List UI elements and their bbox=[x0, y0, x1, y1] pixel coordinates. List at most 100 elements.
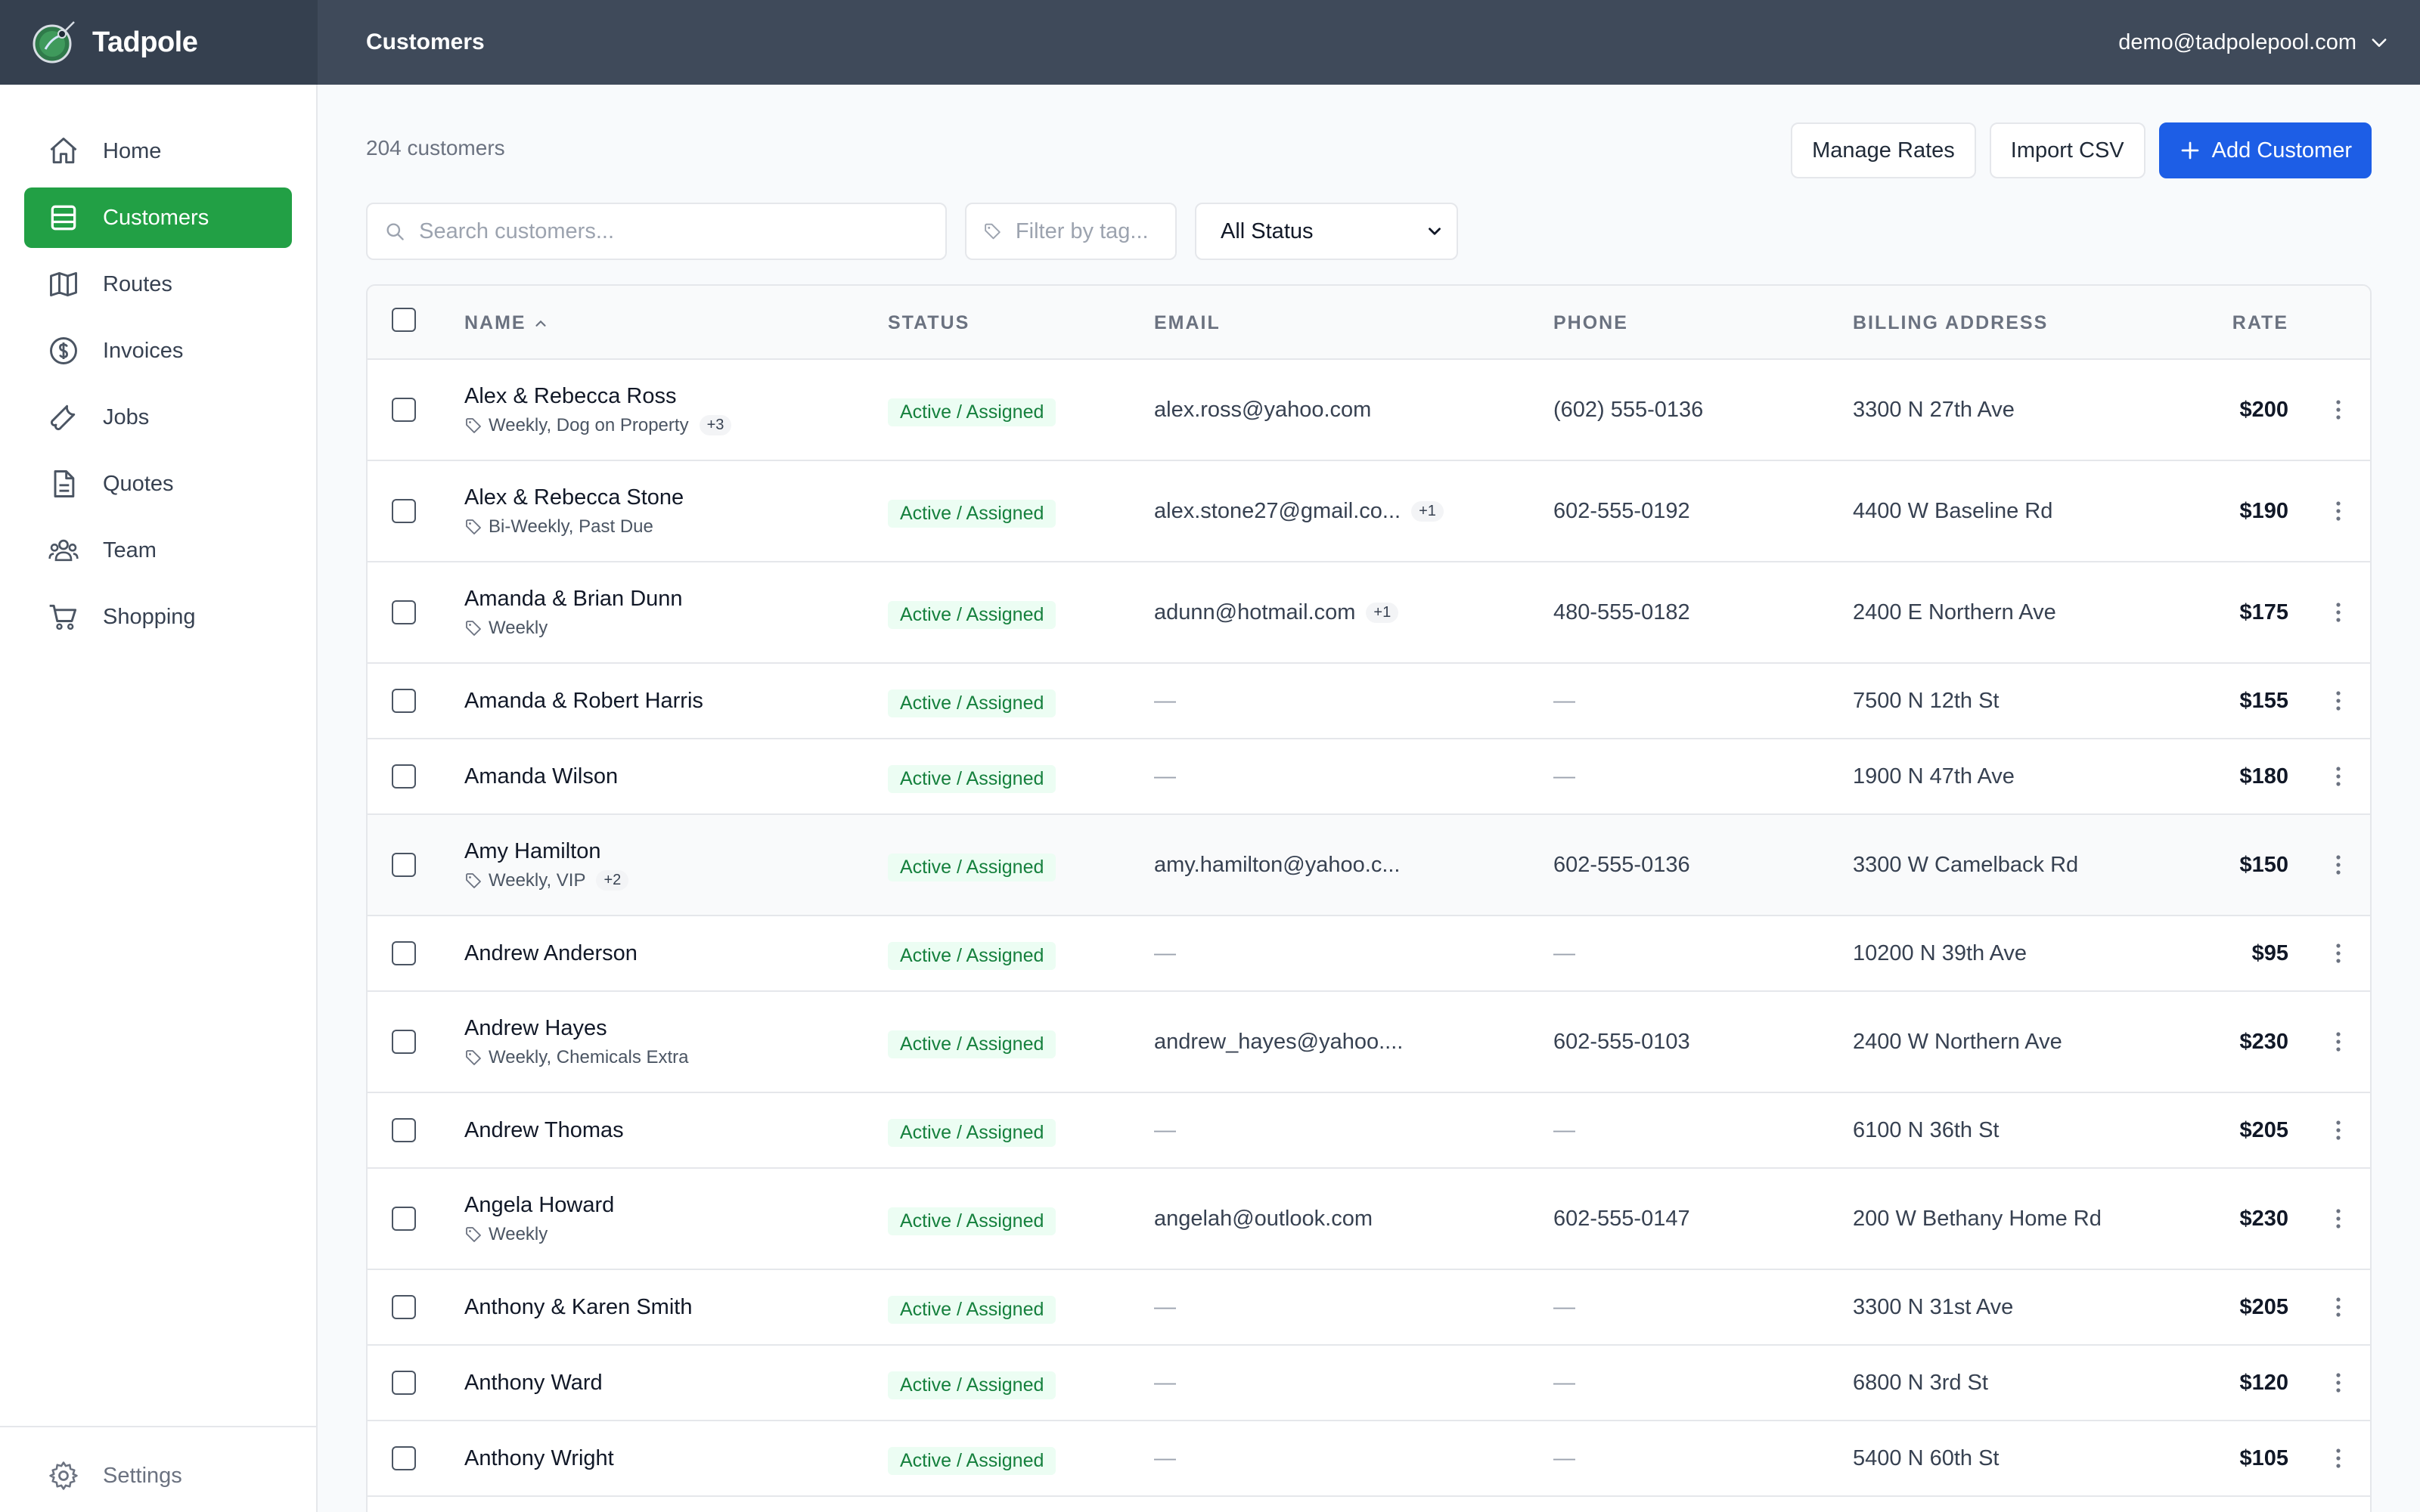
customer-name[interactable]: Angela Howard bbox=[464, 1192, 615, 1217]
status-cell: Active / Assigned bbox=[888, 562, 1056, 662]
rate-cell: $230 bbox=[2239, 1029, 2288, 1054]
customer-name[interactable]: Alex & Rebecca Stone bbox=[464, 485, 684, 510]
row-menu-button[interactable] bbox=[2329, 992, 2347, 1092]
customer-name[interactable]: Amy Hamilton bbox=[464, 838, 601, 863]
row-checkbox[interactable] bbox=[392, 1295, 416, 1319]
customer-name[interactable]: Andrew Hayes bbox=[464, 1015, 607, 1040]
row-menu-button[interactable] bbox=[2329, 1169, 2347, 1269]
table-row[interactable]: Amanda & Brian Dunn Weekly Active / Assign… bbox=[368, 562, 2370, 664]
row-menu-button[interactable] bbox=[2329, 1093, 2347, 1167]
row-checkbox[interactable] bbox=[392, 1207, 416, 1231]
manage-rates-button[interactable]: Manage Rates bbox=[1791, 122, 1976, 178]
address-cell: 200 W Bethany Home Rd bbox=[1853, 1206, 2102, 1231]
address-column-header[interactable]: BILLING ADDRESS bbox=[1853, 312, 2049, 333]
row-checkbox[interactable] bbox=[392, 1030, 416, 1054]
select-all-checkbox[interactable] bbox=[392, 308, 416, 332]
email-cell: amy.hamilton@yahoo.c... bbox=[1154, 815, 1401, 915]
row-menu-button[interactable] bbox=[2329, 1270, 2347, 1344]
customer-name[interactable]: Anthony & Karen Smith bbox=[464, 1294, 693, 1319]
name-column-header[interactable]: NAME bbox=[464, 286, 549, 360]
table-row[interactable]: Anthony & Karen Smith Active / Assigned — —… bbox=[368, 1270, 2370, 1346]
brand[interactable]: Tadpole bbox=[0, 0, 318, 85]
name-cell: Amy Hamilton Weekly, VIP +2 bbox=[464, 815, 629, 915]
tag-filter-field[interactable] bbox=[965, 203, 1177, 260]
row-checkbox[interactable] bbox=[392, 1118, 416, 1142]
email-cell: angelah@outlook.com bbox=[1154, 1169, 1373, 1269]
sidebar-item-shopping[interactable]: Shopping bbox=[24, 587, 292, 647]
table-row[interactable]: Alex & Rebecca Ross Weekly, Dog on Proper… bbox=[368, 360, 2370, 461]
table-row[interactable]: Angela Howard Weekly Active / Assigned ange… bbox=[368, 1169, 2370, 1270]
tag-icon bbox=[466, 417, 481, 433]
email-column-header[interactable]: EMAIL bbox=[1154, 312, 1221, 333]
phone-cell: 480-555-0182 bbox=[1553, 600, 1690, 624]
table-row[interactable]: Anthony Wright Active / Assigned — — 5400 N … bbox=[368, 1421, 2370, 1497]
table-row[interactable]: Amy Hamilton Weekly, VIP +2 Active / Assign… bbox=[368, 815, 2370, 916]
customer-name[interactable]: Anthony Ward bbox=[464, 1370, 603, 1395]
table-row[interactable]: Amanda & Robert Harris Active / Assigned —… bbox=[368, 664, 2370, 739]
status-cell: Active / Assigned bbox=[888, 1270, 1056, 1344]
table-row[interactable]: Andrew Thomas Active / Assigned — — 6100 N 3… bbox=[368, 1093, 2370, 1169]
table-row[interactable]: Amanda Wilson Active / Assigned — — 1900 N 4… bbox=[368, 739, 2370, 815]
name-cell: Amanda Wilson bbox=[464, 739, 618, 813]
address-cell: 5400 N 60th St bbox=[1853, 1445, 2000, 1470]
tag-icon bbox=[466, 1226, 481, 1242]
table-row[interactable]: Andrew Hayes Weekly, Chemicals Extra Activ… bbox=[368, 992, 2370, 1093]
customer-name[interactable]: Amanda & Robert Harris bbox=[464, 688, 703, 713]
phone-column-header[interactable]: PHONE bbox=[1553, 312, 1628, 333]
customer-name[interactable]: Andrew Anderson bbox=[464, 940, 638, 965]
row-checkbox[interactable] bbox=[392, 499, 416, 523]
user-email: demo@tadpolepool.com bbox=[2118, 29, 2356, 54]
address-cell: 7500 N 12th St bbox=[1853, 688, 2000, 713]
row-menu-button[interactable] bbox=[2329, 664, 2347, 738]
name-cell: Andrew Hayes Weekly, Chemicals Extra bbox=[464, 992, 689, 1092]
row-checkbox[interactable] bbox=[392, 600, 416, 624]
search-field[interactable] bbox=[366, 203, 947, 260]
row-checkbox[interactable] bbox=[392, 1371, 416, 1395]
status-badge: Active / Assigned bbox=[888, 689, 1056, 717]
row-menu-button[interactable] bbox=[2329, 461, 2347, 561]
search-input[interactable] bbox=[419, 218, 945, 244]
row-checkbox[interactable] bbox=[392, 764, 416, 789]
user-menu[interactable]: demo@tadpolepool.com bbox=[2118, 0, 2390, 85]
import-csv-button[interactable]: Import CSV bbox=[1989, 122, 2145, 178]
row-menu-button[interactable] bbox=[2329, 1346, 2347, 1420]
sidebar-item-invoices[interactable]: Invoices bbox=[24, 321, 292, 381]
row-checkbox[interactable] bbox=[392, 941, 416, 965]
customer-name[interactable]: Andrew Thomas bbox=[464, 1117, 624, 1142]
email-text: andrew_hayes@yahoo.... bbox=[1154, 1029, 1404, 1054]
row-menu-button[interactable] bbox=[2329, 916, 2347, 990]
customer-name[interactable]: Alex & Rebecca Ross bbox=[464, 383, 677, 408]
status-filter-select[interactable]: All Status bbox=[1195, 203, 1458, 260]
row-checkbox[interactable] bbox=[392, 853, 416, 877]
filters: All Status bbox=[366, 203, 1458, 260]
row-checkbox[interactable] bbox=[392, 689, 416, 713]
phone-cell: — bbox=[1553, 1117, 1575, 1142]
table-row[interactable]: Andrew Anderson Active / Assigned — — 10200 … bbox=[368, 916, 2370, 992]
sidebar-item-customers[interactable]: Customers bbox=[24, 187, 292, 248]
customer-name[interactable]: Amanda & Brian Dunn bbox=[464, 586, 683, 611]
sidebar-item-routes[interactable]: Routes bbox=[24, 254, 292, 314]
sidebar-item-team[interactable]: Team bbox=[24, 520, 292, 581]
row-checkbox[interactable] bbox=[392, 398, 416, 422]
row-menu-button[interactable] bbox=[2329, 1421, 2347, 1495]
sidebar-item-jobs[interactable]: Jobs bbox=[24, 387, 292, 448]
row-menu-button[interactable] bbox=[2329, 815, 2347, 915]
status-badge: Active / Assigned bbox=[888, 1030, 1056, 1058]
row-menu-button[interactable] bbox=[2329, 562, 2347, 662]
add-customer-button[interactable]: Add Customer bbox=[2158, 122, 2372, 178]
rate-cell: $190 bbox=[2239, 498, 2288, 523]
row-menu-button[interactable] bbox=[2329, 360, 2347, 460]
sidebar-item-home[interactable]: Home bbox=[24, 121, 292, 181]
customer-name[interactable]: Amanda Wilson bbox=[464, 764, 619, 789]
sidebar-item-settings[interactable]: Settings bbox=[24, 1445, 292, 1506]
tag-filter-input[interactable] bbox=[1015, 218, 1175, 244]
status-cell: Active / Assigned bbox=[888, 360, 1056, 460]
customer-name[interactable]: Anthony Wright bbox=[464, 1445, 614, 1470]
row-checkbox[interactable] bbox=[392, 1446, 416, 1470]
rate-column-header[interactable]: RATE bbox=[2232, 312, 2288, 333]
row-menu-button[interactable] bbox=[2329, 739, 2347, 813]
table-row[interactable]: Anthony Ward Active / Assigned — — 6800 N 3r… bbox=[368, 1346, 2370, 1421]
sidebar-item-quotes[interactable]: Quotes bbox=[24, 454, 292, 514]
status-column-header[interactable]: STATUS bbox=[888, 312, 970, 333]
table-row[interactable]: Alex & Rebecca Stone Bi-Weekly, Past Due A… bbox=[368, 461, 2370, 562]
